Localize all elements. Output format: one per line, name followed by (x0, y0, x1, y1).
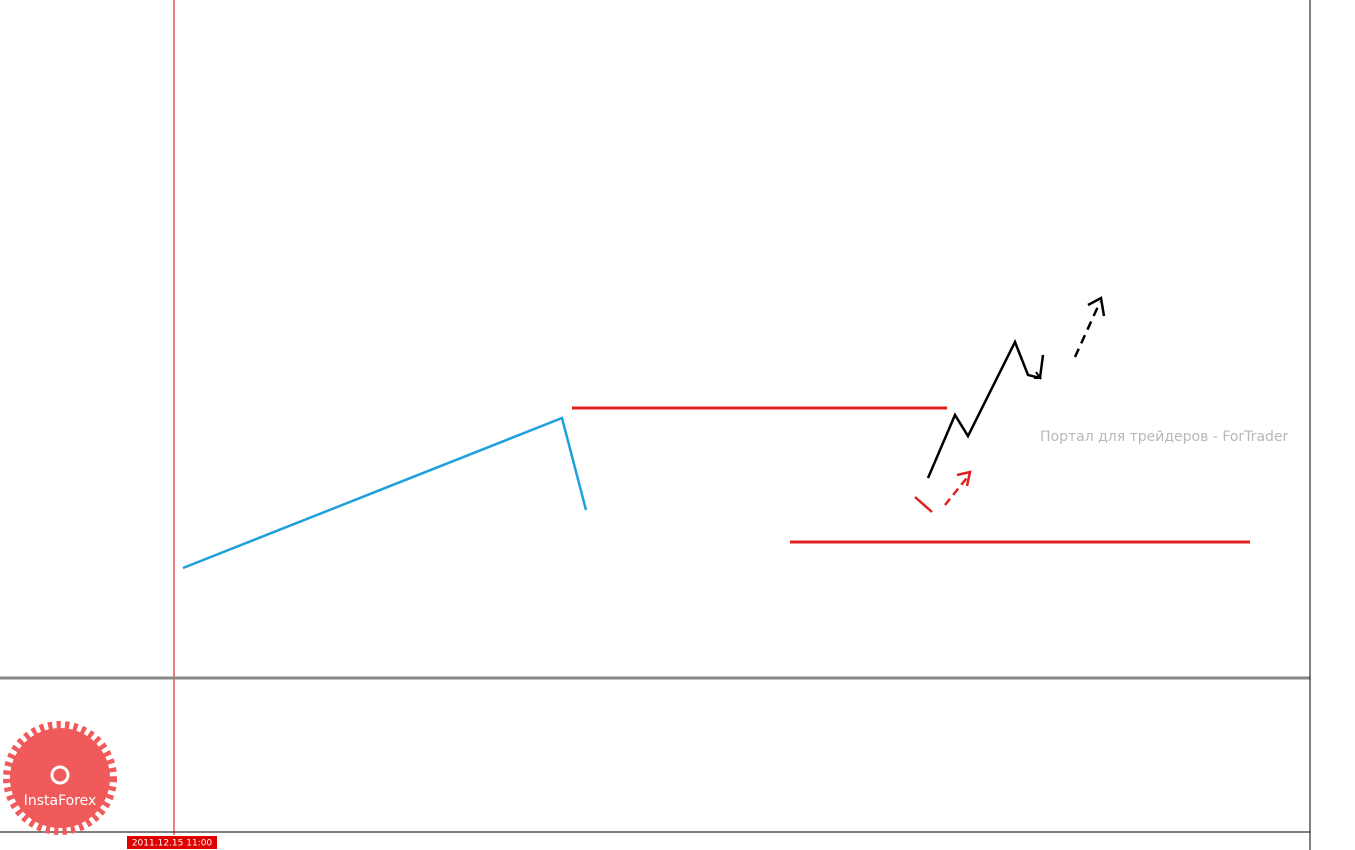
arrow-head (1034, 371, 1042, 379)
cursor-label-box (127, 836, 217, 849)
arrow-head (956, 470, 972, 487)
watermark: Портал для трейдеров - ForTrader (1040, 429, 1289, 445)
logo-badge (3, 721, 117, 835)
logo-icon (50, 765, 70, 785)
trend-line (182, 416, 588, 570)
logo: InstaForex (3, 721, 117, 835)
forecast-dashed (1073, 301, 1102, 358)
cursor-label-text: 2011.12.15 11:00 (132, 839, 213, 849)
alt-path (914, 496, 933, 513)
alt-path-dashed (944, 473, 971, 506)
drawings (182, 296, 1250, 570)
cursor-label: 2011.12.15 11:00 (127, 836, 217, 849)
arrow-head (1087, 296, 1106, 317)
logo-text: InstaForex (24, 793, 97, 809)
